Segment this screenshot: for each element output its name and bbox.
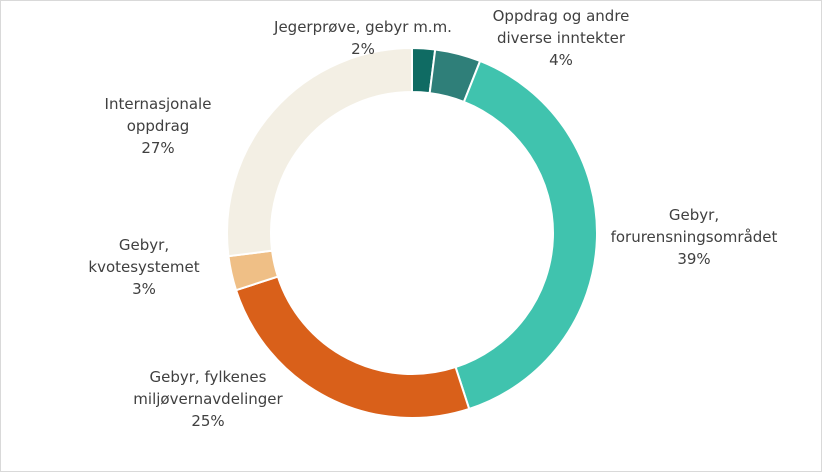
slice-label-4: Gebyr, fylkenes miljøvernavdelinger 25% <box>133 368 283 430</box>
slice-percent-label: 25% <box>191 412 224 430</box>
slice-percent-label: 39% <box>677 250 710 268</box>
slice-category-label: Gebyr, <box>669 206 719 224</box>
slice-labels: Jegerprøve, gebyr m.m. 2% Oppdrag og andre… <box>88 7 777 430</box>
slice-category-label: forurensningsområdet <box>611 228 778 246</box>
slice-label-3: Gebyr, forurensningsområdet 39% <box>611 206 778 268</box>
slice-category-label: miljøvernavdelinger <box>133 390 283 408</box>
slice-label-6: Internasjonale oppdrag 27% <box>105 95 212 157</box>
slice-category-label: Gebyr, fylkenes <box>150 368 267 386</box>
slice-percent-label: 4% <box>549 51 573 69</box>
slice-category-label: diverse inntekter <box>497 29 626 47</box>
donut-slice-3 <box>454 59 598 411</box>
slice-label-2: Oppdrag og andre diverse inntekter 4% <box>493 7 630 69</box>
slice-category-label: kvotesystemet <box>88 258 199 276</box>
donut-slices <box>226 46 598 419</box>
slice-label-5: Gebyr, kvotesystemet 3% <box>88 236 199 298</box>
slice-category-label: oppdrag <box>127 117 190 135</box>
slice-category-label: Jegerprøve, gebyr m.m. <box>273 18 452 36</box>
slice-percent-label: 3% <box>132 280 156 298</box>
slice-percent-label: 2% <box>351 40 375 58</box>
slice-label-1: Jegerprøve, gebyr m.m. 2% <box>273 18 452 58</box>
slice-category-label: Internasjonale <box>105 95 212 113</box>
donut-slice-6 <box>226 46 413 258</box>
slice-category-label: Gebyr, <box>119 236 169 254</box>
slice-category-label: Oppdrag og andre <box>493 7 630 25</box>
slice-percent-label: 27% <box>141 139 174 157</box>
